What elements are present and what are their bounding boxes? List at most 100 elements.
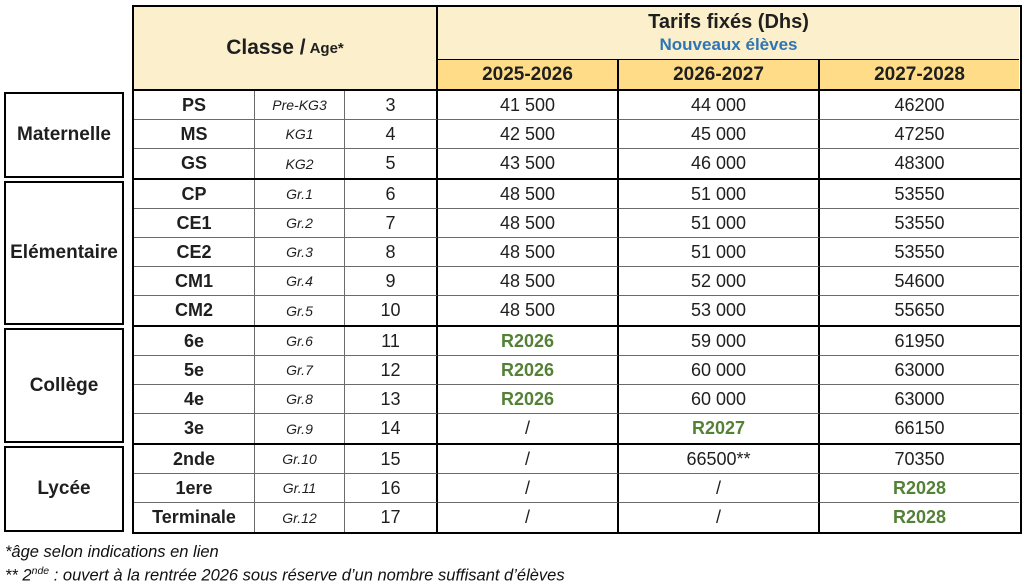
- year-header-2027-2028: 2027-2028: [820, 60, 1019, 89]
- fee-cell: 59 000: [619, 327, 820, 356]
- fee-cell: 48 500: [438, 209, 619, 238]
- grade-cell: Pre-KG3: [255, 91, 345, 120]
- age-cell: 6: [345, 180, 438, 209]
- grade-cell: KG2: [255, 149, 345, 178]
- fee-cell: R2027: [619, 414, 820, 443]
- fee-cell: /: [438, 474, 619, 503]
- footnote-2nde-superscript: nde: [31, 565, 50, 578]
- age-cell: 4: [345, 120, 438, 149]
- classe-cell: GS: [134, 149, 255, 178]
- fee-cell: /: [619, 503, 820, 532]
- tarifs-header-cell: Tarifs fixés (Dhs) Nouveaux élèves: [438, 7, 1019, 60]
- cycle-rail-cell-college: Collège: [4, 327, 132, 445]
- fee-cell: 55650: [894, 300, 945, 320]
- grade-cell: KG1: [255, 120, 345, 149]
- fee-cell: 51 000: [619, 238, 820, 267]
- cycle-label-elementaire: Elémentaire: [4, 181, 124, 325]
- grade-cell: Gr.11: [255, 474, 345, 503]
- classe-cell: PS: [134, 91, 255, 120]
- classe-cell: Terminale: [134, 503, 255, 532]
- classe-cell: 2nde: [134, 445, 255, 474]
- section-elementaire: CP Gr.1 6 48 500 51 000 53550 CE1 Gr.2 7 48 500 51…: [132, 180, 1022, 327]
- section-lycee: 2nde Gr.10 15/66500** 70350 1ere Gr.11 16// R20…: [132, 445, 1022, 534]
- fee-cell: 46 000: [619, 149, 820, 178]
- classe-cell: 5e: [134, 356, 255, 385]
- grade-cell: Gr.2: [255, 209, 345, 238]
- fee-cell: 47250: [820, 120, 1019, 149]
- fee-cell: 52 000: [619, 267, 820, 296]
- fee-cell: R2026: [438, 327, 619, 356]
- classe-age-header-cell: Classe / Age*: [134, 7, 438, 89]
- age-cell: 5: [345, 149, 438, 178]
- fee-cell: R2028: [820, 474, 1019, 503]
- fee-cell: 43 500: [438, 149, 619, 178]
- classe-cell: CM2: [134, 296, 255, 325]
- age-cell: 7: [345, 209, 438, 238]
- cycle-rail-cell-maternelle: Maternelle: [4, 91, 132, 180]
- tarifs-subtitle: Nouveaux élèves: [659, 35, 798, 54]
- fee-cell: 45 000: [619, 120, 820, 149]
- fee-cell: 51 000: [619, 209, 820, 238]
- classe-cell: CM1: [134, 267, 255, 296]
- classe-cell: 1ere: [134, 474, 255, 503]
- fee-cell: 53 000: [619, 296, 820, 325]
- fee-cell: R2026: [438, 385, 619, 414]
- fee-cell: R2026: [438, 356, 619, 385]
- age-cell: 8: [345, 238, 438, 267]
- tarifs-title: Tarifs fixés (Dhs): [648, 11, 809, 33]
- grade-cell: Gr.10: [255, 445, 345, 474]
- grade-cell: Gr.6: [255, 327, 345, 356]
- classe-cell: CP: [134, 180, 255, 209]
- fee-cell: 66150: [894, 418, 945, 438]
- tuition-table: Classe / Age* Tarifs fixés (Dhs) Nouveau…: [4, 5, 1024, 534]
- classe-cell: 4e: [134, 385, 255, 414]
- fee-cell: 48300: [894, 153, 945, 173]
- grade-cell: Gr.7: [255, 356, 345, 385]
- fee-cell: 48 500: [438, 238, 619, 267]
- grade-cell: Gr.3: [255, 238, 345, 267]
- fee-cell: 63000: [820, 385, 1019, 414]
- fee-cell: 51 000: [619, 180, 820, 209]
- year-header-2025-2026: 2025-2026: [438, 60, 619, 89]
- grade-cell: Gr.1: [255, 180, 345, 209]
- age-cell: 15: [345, 445, 438, 474]
- grade-cell: Gr.5: [255, 296, 345, 325]
- cycle-label-maternelle: Maternelle: [4, 92, 124, 178]
- age-cell: 14: [345, 414, 438, 443]
- age-header-label: Age*: [309, 39, 344, 57]
- fee-cell: R2028: [892, 507, 947, 527]
- cycle-label-college: Collège: [4, 328, 124, 443]
- grade-cell: Gr.9: [255, 414, 345, 443]
- age-cell: 13: [345, 385, 438, 414]
- fee-cell: 66500**: [619, 445, 820, 474]
- fee-cell: /: [438, 445, 619, 474]
- section-college: 6e Gr.6 11 R2026 59 000 61950 5e Gr.7 12 R2026 60 …: [132, 327, 1022, 445]
- age-cell: 3: [345, 91, 438, 120]
- fee-cell: 48 500: [438, 296, 619, 325]
- fee-cell: 48 500: [438, 267, 619, 296]
- age-cell: 12: [345, 356, 438, 385]
- year-header-2026-2027: 2026-2027: [619, 60, 820, 89]
- grade-cell: Gr.4: [255, 267, 345, 296]
- age-cell: 10: [345, 296, 438, 325]
- footnote-2nde: ** 2nde : ouvert à la rentrée 2026 sous …: [5, 565, 565, 585]
- cycle-rail-cell-lycee: Lycée: [4, 445, 132, 534]
- age-cell: 9: [345, 267, 438, 296]
- fee-cell: 60 000: [619, 385, 820, 414]
- footnotes: *âge selon indications en lien ** 2nde :…: [5, 541, 1024, 588]
- rail-header-spacer: [4, 5, 132, 91]
- classe-cell: 3e: [134, 414, 255, 443]
- fee-cell: 60 000: [619, 356, 820, 385]
- grade-cell: Gr.12: [255, 503, 345, 532]
- classe-cell: CE2: [134, 238, 255, 267]
- fee-cell: 70350: [820, 445, 1019, 474]
- section-maternelle: PS Pre-KG3 3 41 500 44 000 46200 MS KG1 4 42 500 4…: [132, 91, 1022, 180]
- age-cell: 16: [345, 474, 438, 503]
- classe-header-label: Classe /: [226, 36, 306, 59]
- fee-cell: 61950: [820, 327, 1019, 356]
- classe-cell: 6e: [134, 327, 255, 356]
- fee-cell: 53550: [820, 238, 1019, 267]
- fee-cell: 54600: [820, 267, 1019, 296]
- fee-cell: /: [438, 414, 619, 443]
